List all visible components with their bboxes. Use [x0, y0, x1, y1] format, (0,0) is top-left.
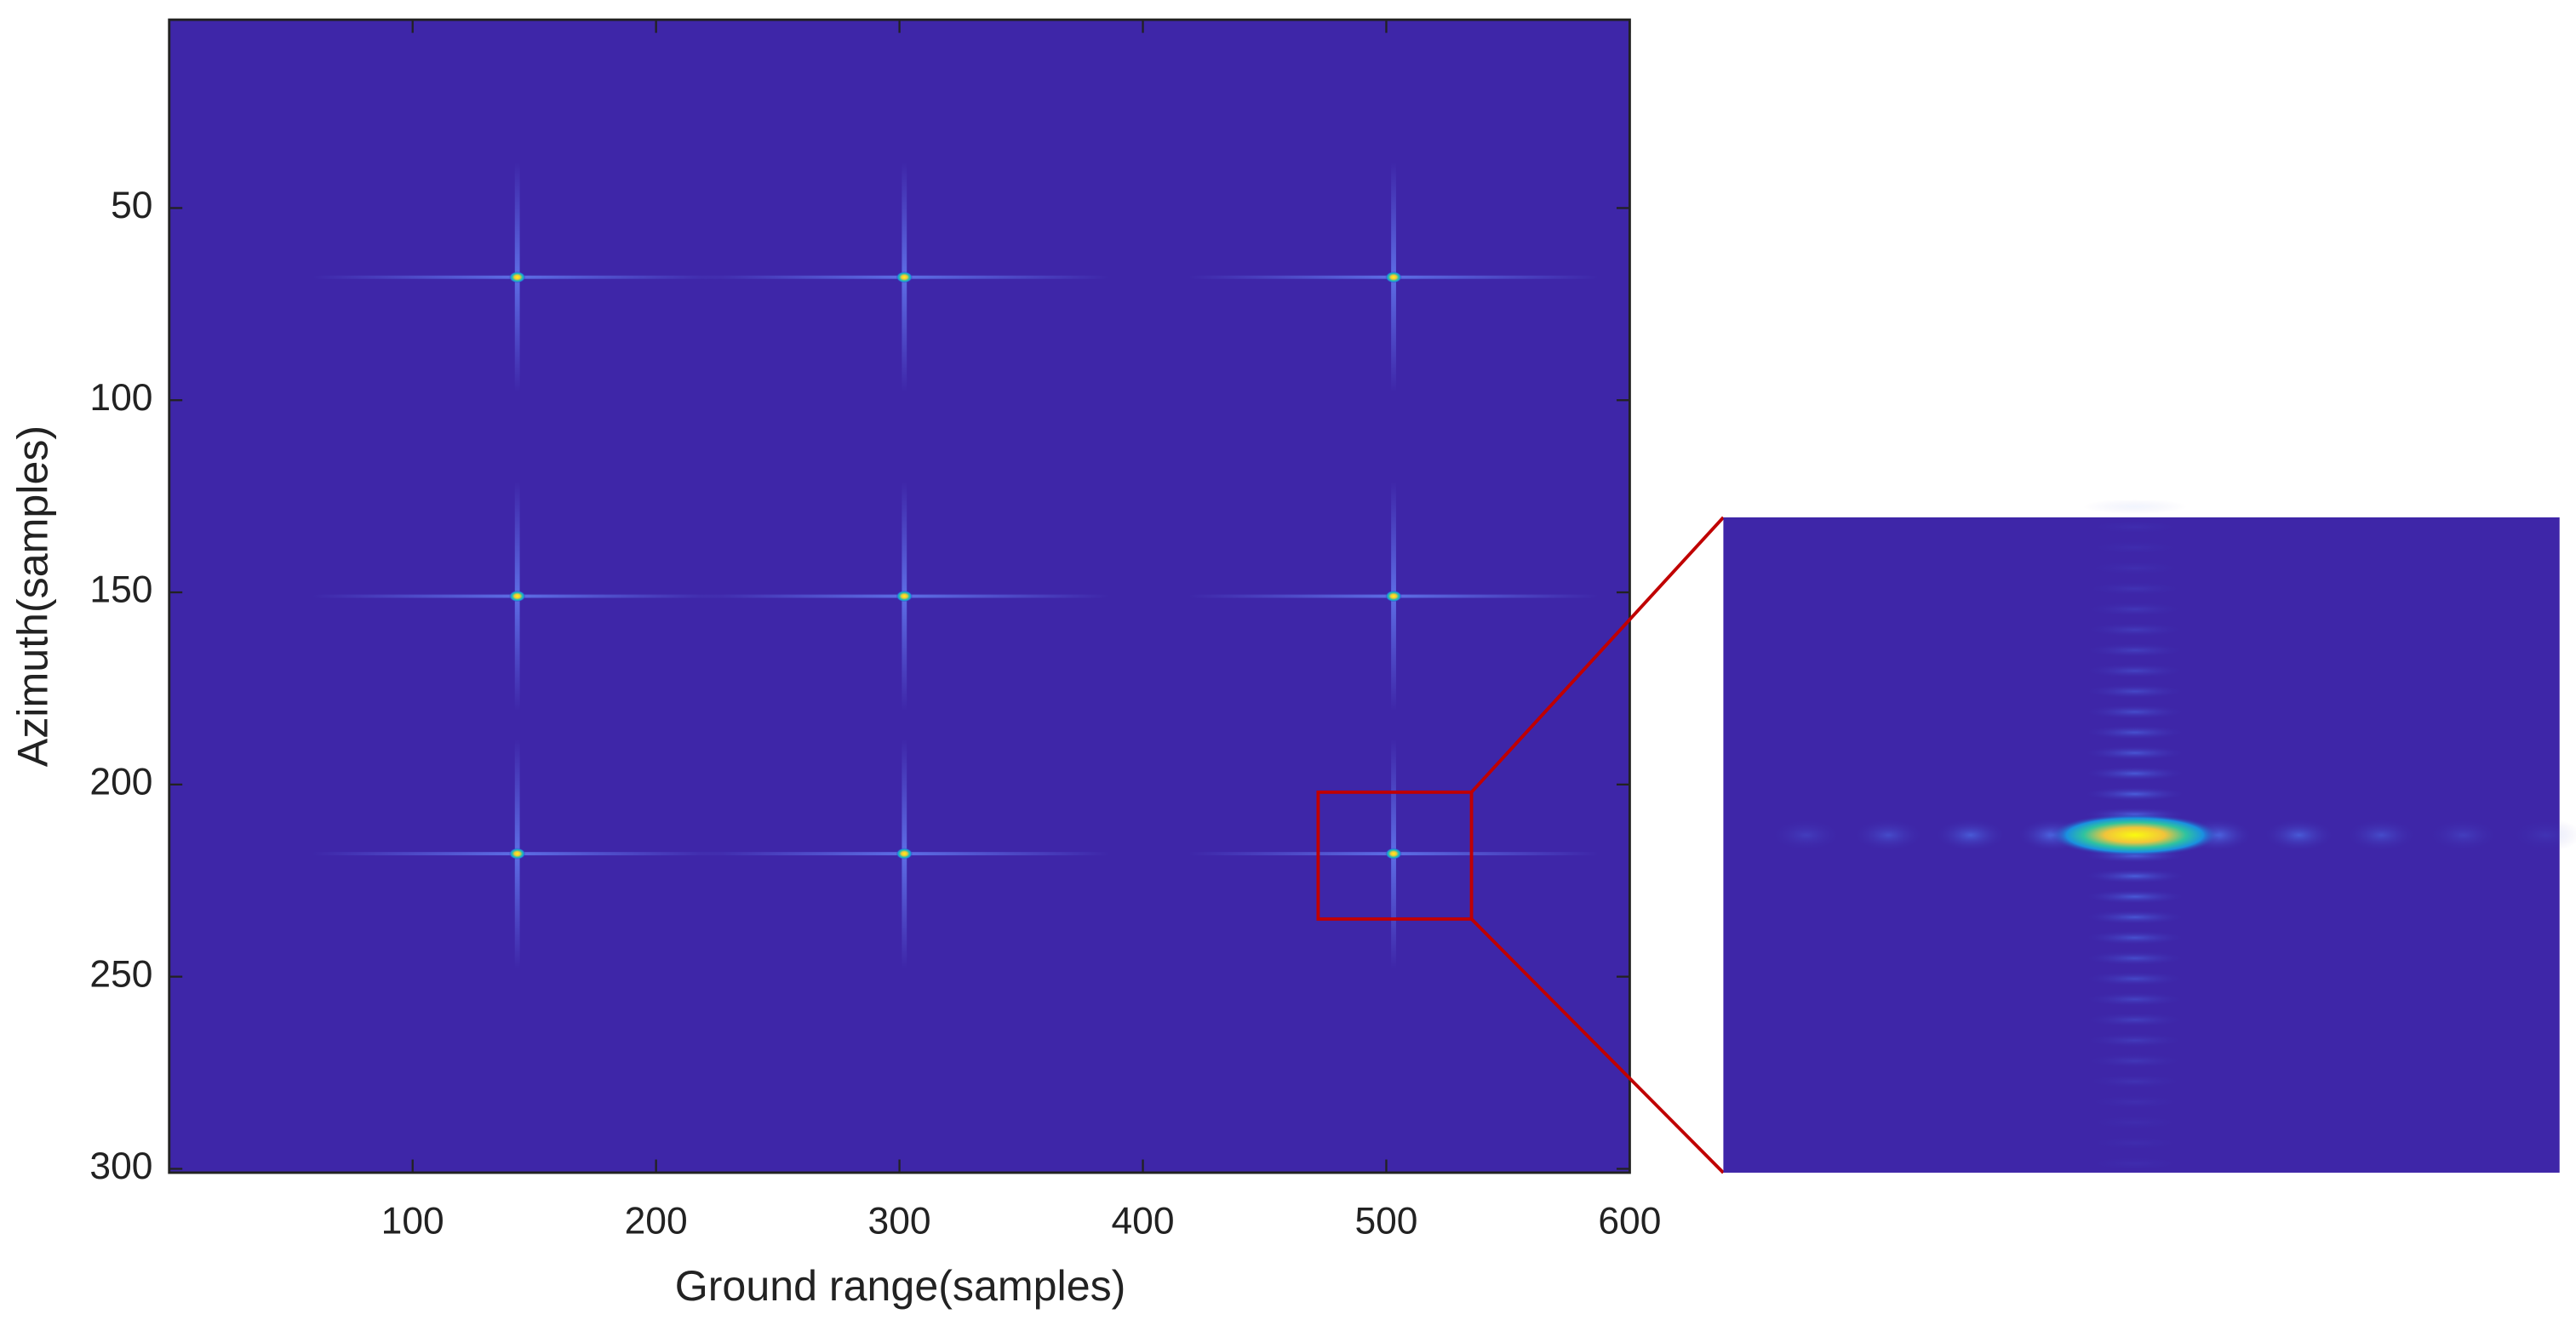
inset-point-target [2049, 814, 2221, 857]
y-tick-label: 50 [111, 185, 152, 226]
point-target [896, 848, 913, 860]
inset-azimuth-sidelobe [2082, 643, 2188, 658]
inset-range-sidelobe [1852, 818, 1925, 852]
y-tick-label: 100 [89, 377, 152, 419]
inset-azimuth-sidelobe [2082, 868, 2188, 884]
y-tick-label: 250 [89, 953, 152, 995]
x-axis-label: Ground range(samples) [675, 1262, 1126, 1310]
point-target [896, 271, 913, 283]
inset-azimuth-sidelobe [2082, 704, 2188, 720]
inset-azimuth-sidelobe [2082, 724, 2188, 740]
inset-azimuth-sidelobe [2082, 1156, 2188, 1171]
inset-azimuth-sidelobe [2082, 1053, 2188, 1069]
inset-azimuth-sidelobe [2082, 1115, 2188, 1130]
inset-range-sidelobe [2509, 818, 2576, 852]
inset-range-sidelobe [2344, 818, 2418, 852]
inset-azimuth-sidelobe [2082, 683, 2188, 700]
inset-range-sidelobe [2427, 818, 2500, 852]
point-target [509, 271, 526, 283]
inset-azimuth-sidelobe [2082, 930, 2188, 945]
inset-azimuth-sidelobe [2082, 786, 2188, 802]
inset-azimuth-sidelobe [2082, 581, 2188, 597]
inset-azimuth-sidelobe [2082, 971, 2188, 986]
point-target [509, 848, 526, 860]
point-target [1385, 848, 1402, 860]
inset-azimuth-sidelobe [2082, 560, 2188, 576]
inset-azimuth-sidelobe [2082, 602, 2188, 617]
y-tick-label: 150 [89, 569, 152, 611]
y-axis-label: Azimuth(samples) [9, 426, 57, 767]
x-tick-label: 400 [1112, 1201, 1175, 1242]
inset-azimuth-sidelobe [2082, 499, 2188, 514]
point-target [509, 590, 526, 603]
inset-azimuth-sidelobe [2082, 910, 2188, 925]
inset-azimuth-sidelobe [2082, 1012, 2188, 1028]
zoom-box [1316, 790, 1474, 921]
inset-azimuth-sidelobe [2082, 745, 2188, 761]
x-tick-label: 200 [625, 1201, 688, 1242]
inset-range-sidelobe [1934, 818, 2007, 852]
inset-azimuth-sidelobe [2082, 540, 2188, 556]
inset-azimuth-sidelobe [2082, 991, 2188, 1007]
point-target [1385, 590, 1402, 603]
point-target [1385, 271, 1402, 283]
x-tick-label: 600 [1598, 1201, 1661, 1242]
x-tick-label: 100 [381, 1201, 444, 1242]
inset-azimuth-sidelobe [2082, 951, 2188, 966]
inset-azimuth-sidelobe [2082, 1074, 2188, 1089]
inset-azimuth-sidelobe [2082, 622, 2188, 637]
inset-azimuth-sidelobe [2082, 1135, 2188, 1151]
inset-range-sidelobe [1770, 818, 1843, 852]
inset-range-sidelobe [2263, 818, 2336, 852]
inset-azimuth-sidelobe [2082, 766, 2188, 781]
x-tick-label: 500 [1354, 1201, 1417, 1242]
y-tick-label: 200 [89, 762, 152, 803]
inset-azimuth-sidelobe [2082, 888, 2188, 905]
inset-azimuth-sidelobe [2082, 663, 2188, 678]
y-tick-label: 300 [89, 1145, 152, 1187]
point-target [896, 590, 913, 603]
inset-azimuth-sidelobe [2082, 519, 2188, 535]
inset-azimuth-sidelobe [2082, 1094, 2188, 1110]
zoom-connector [1470, 917, 1725, 1174]
zoom-connector [1470, 516, 1725, 794]
inset-azimuth-sidelobe [2082, 1032, 2188, 1048]
x-tick-label: 300 [868, 1201, 931, 1242]
